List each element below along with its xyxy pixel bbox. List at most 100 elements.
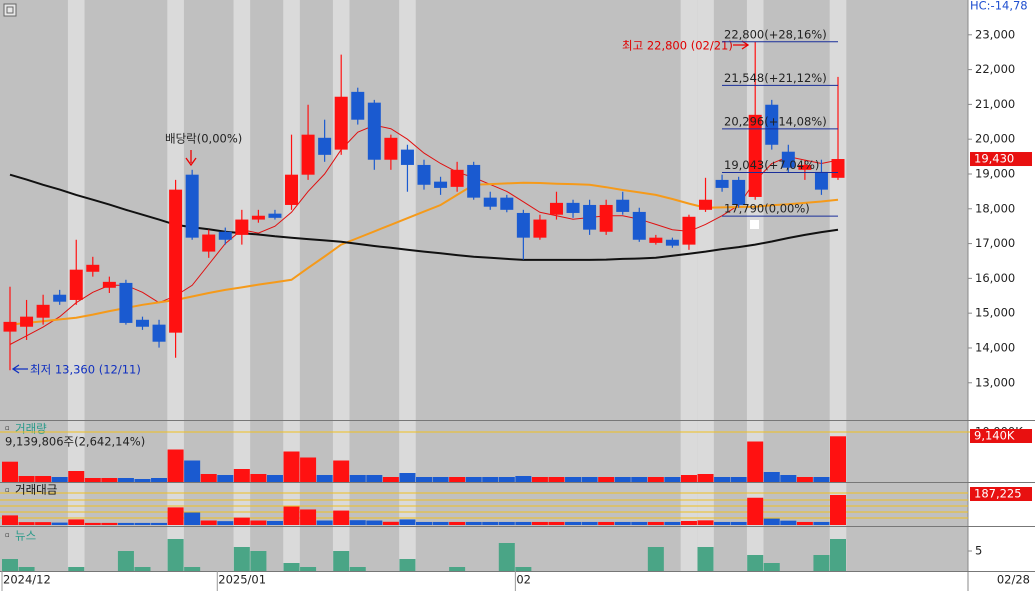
bar	[614, 477, 631, 482]
moving-average	[9, 124, 839, 345]
marker	[750, 220, 759, 229]
candle-body	[483, 197, 497, 207]
bar	[68, 519, 85, 525]
bar	[184, 512, 201, 525]
highlight-band	[233, 0, 251, 571]
bar	[796, 521, 813, 525]
bar	[780, 475, 797, 482]
bar	[101, 478, 118, 482]
low-arrow	[11, 364, 28, 374]
bar	[416, 477, 432, 482]
candle-body	[566, 202, 580, 213]
indicator-label: HC:-14,78	[970, 0, 1028, 13]
candle-body	[814, 171, 828, 190]
bar	[548, 477, 565, 482]
bar	[631, 521, 648, 525]
candle-body	[798, 164, 812, 170]
candle-body	[533, 219, 547, 238]
candle-body	[599, 204, 613, 232]
y-tick-label: 5	[975, 544, 982, 558]
candle-body	[301, 134, 315, 175]
bar	[697, 547, 714, 571]
bar	[233, 517, 250, 525]
bar	[813, 477, 830, 482]
candle-body	[102, 281, 116, 288]
current-badge-label: 19,430	[974, 152, 1014, 166]
bar	[250, 474, 267, 482]
bar	[498, 477, 515, 482]
bar	[664, 477, 681, 482]
bar	[465, 477, 482, 482]
bar	[18, 476, 35, 482]
bar	[283, 451, 300, 482]
highlight-band	[697, 0, 714, 571]
bar	[2, 559, 18, 571]
bar	[84, 478, 101, 482]
candle-body	[268, 213, 282, 218]
y-tick-label: 16,000	[975, 271, 1015, 285]
bar	[300, 567, 317, 571]
y-tick-label: 15,000	[975, 306, 1015, 320]
candle-body	[20, 316, 34, 327]
panel-icon: ▫	[5, 531, 10, 539]
candle-body	[748, 114, 762, 197]
candle-body	[781, 151, 795, 168]
y-tick-label: 23,000	[975, 27, 1015, 41]
current-badge-label: 187,225	[974, 487, 1022, 501]
level-label: 21,548(+21,12%)	[724, 71, 827, 85]
bar	[266, 520, 283, 525]
level-label: 22,800(+28,16%)	[724, 27, 827, 41]
bar	[482, 521, 499, 525]
bar	[730, 477, 747, 482]
bar	[167, 507, 184, 525]
y-tick-label: 20,000	[975, 132, 1015, 146]
candle-body	[69, 269, 83, 300]
bar	[614, 521, 631, 525]
bar	[18, 567, 35, 571]
bar	[631, 477, 648, 482]
bar	[250, 551, 267, 571]
bar	[416, 521, 432, 525]
x-tick-label: 2025/01	[218, 573, 266, 587]
bar	[35, 522, 52, 525]
candle-body	[152, 324, 166, 342]
bar	[747, 497, 764, 525]
bar	[780, 520, 797, 525]
candle-body	[285, 174, 299, 205]
right-axis-background	[968, 0, 1035, 591]
candle-body	[400, 149, 414, 165]
bar	[200, 474, 217, 482]
bar	[763, 472, 780, 482]
candle-body	[417, 164, 431, 185]
candle-body	[665, 239, 679, 246]
settings-icon[interactable]	[3, 3, 17, 17]
bar	[399, 559, 416, 571]
volume-title: 거래량	[15, 422, 47, 436]
bar	[349, 520, 366, 525]
candle-body	[434, 181, 448, 188]
bar	[565, 477, 582, 482]
bar	[349, 475, 366, 482]
bar	[283, 506, 300, 525]
low-label: 최저 13,360 (12/11)	[30, 363, 141, 377]
bar	[217, 521, 234, 525]
candle-body	[53, 294, 67, 302]
bar	[714, 477, 731, 482]
candle-body	[251, 215, 265, 220]
bar	[647, 477, 664, 482]
bar	[714, 521, 731, 525]
candle-body	[384, 137, 398, 160]
bar	[316, 520, 333, 525]
candle-body	[699, 199, 713, 210]
candle-body	[119, 282, 133, 323]
bar	[515, 521, 532, 525]
highlight-band	[680, 0, 698, 571]
bar	[432, 477, 449, 482]
bar	[449, 477, 466, 482]
candle-body	[185, 174, 199, 238]
bar	[200, 520, 217, 525]
bar	[233, 547, 250, 571]
current-badge-label: 9,140K	[974, 429, 1015, 443]
bar	[2, 515, 18, 525]
